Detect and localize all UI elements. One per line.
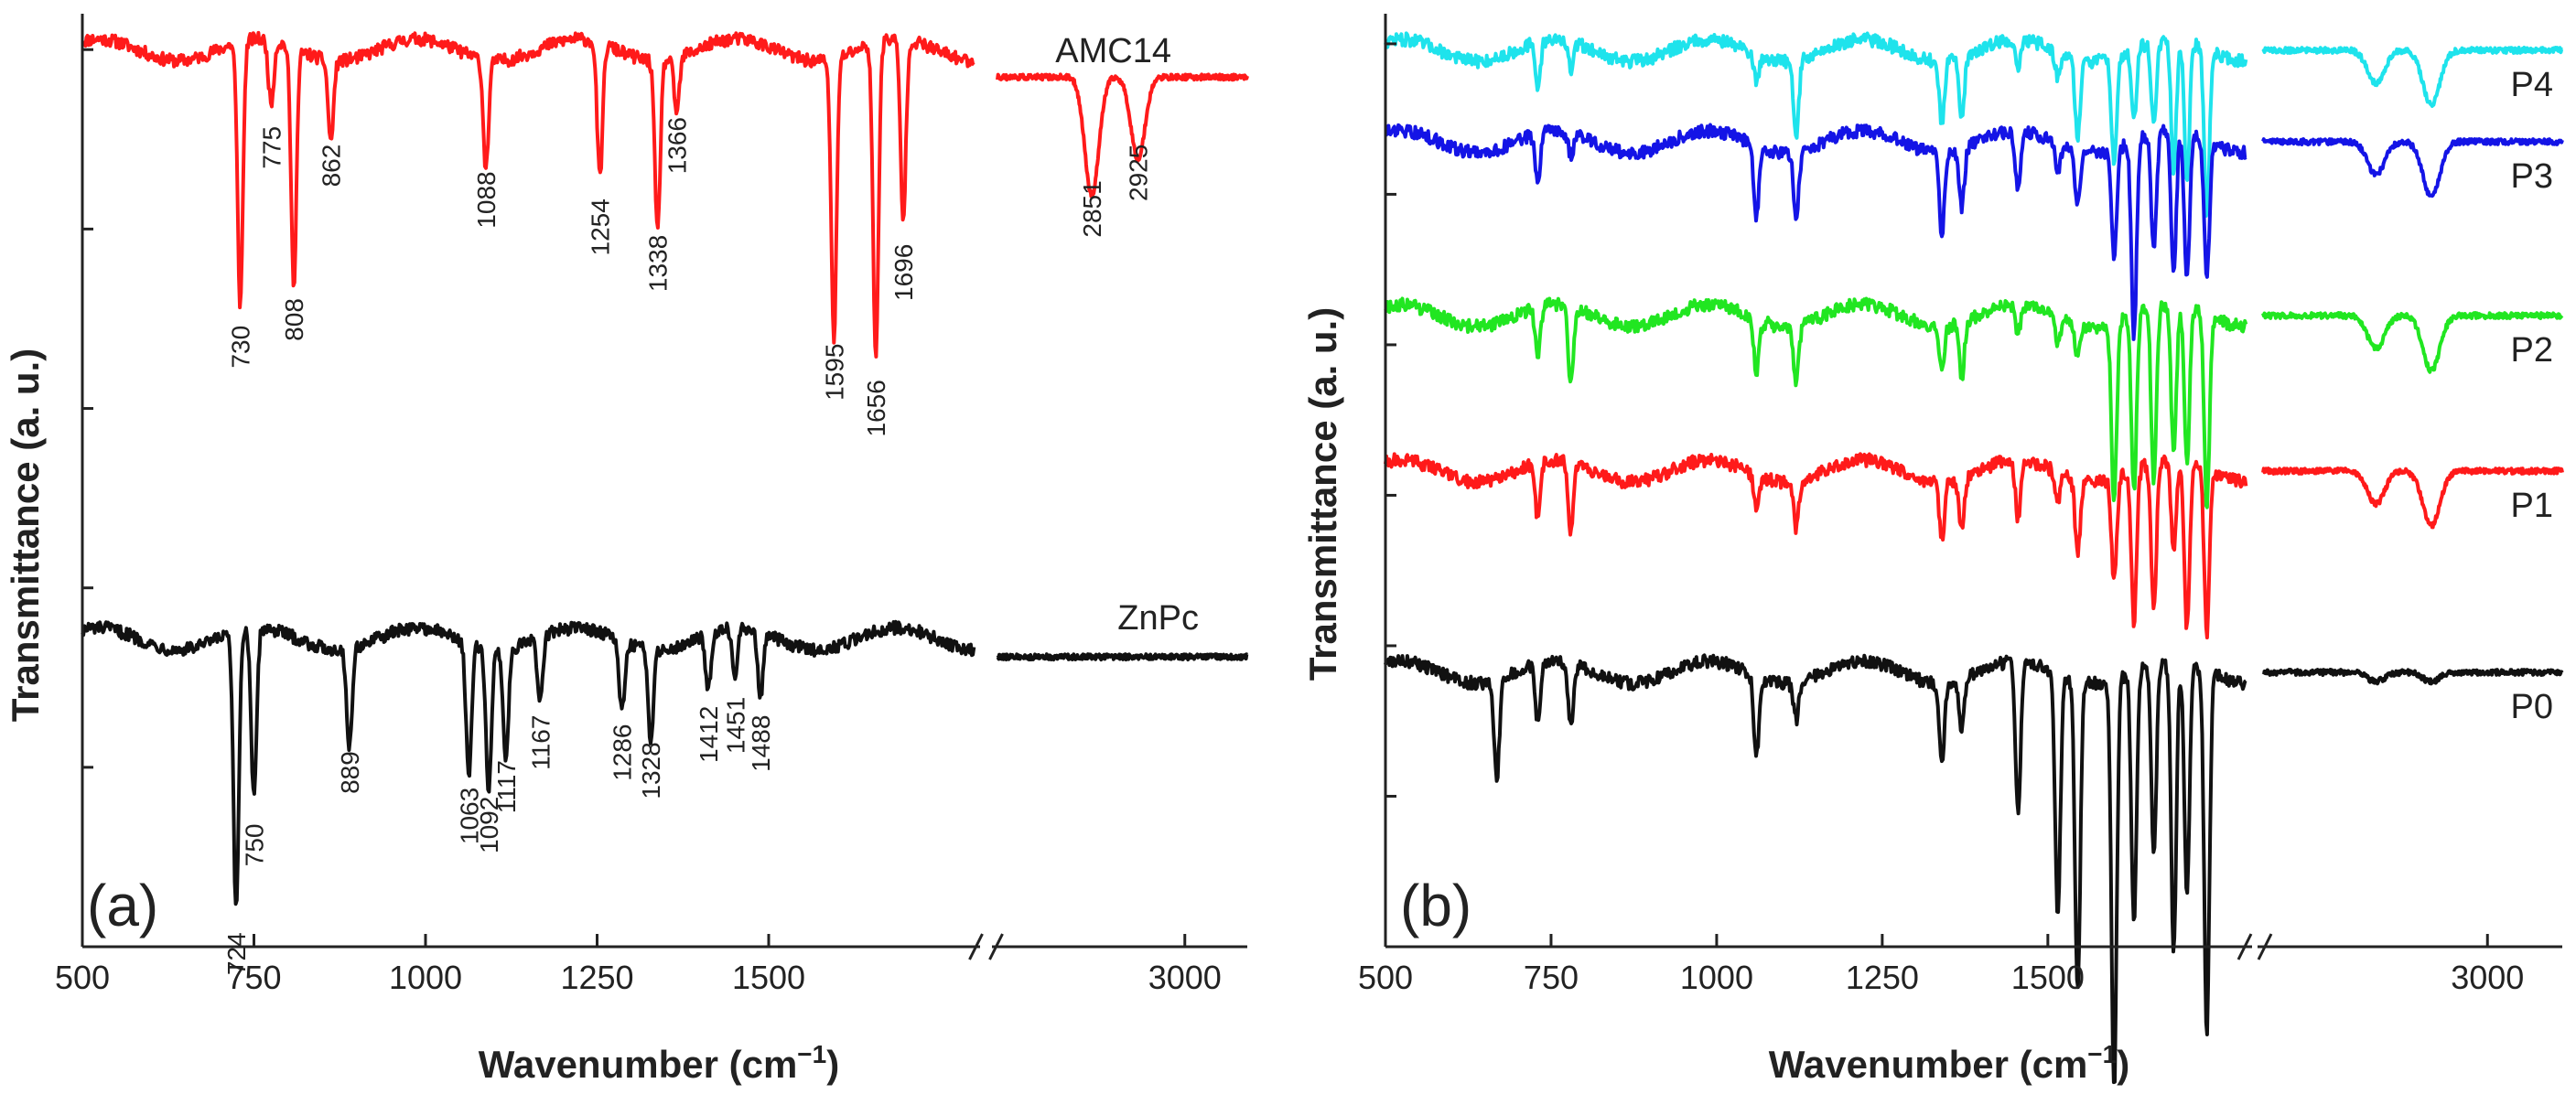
- peak-label: 724: [222, 932, 251, 975]
- panel-b-label: (b): [1400, 873, 1471, 938]
- series-label-p0: P0: [2511, 688, 2553, 726]
- peak-label: 1696: [889, 244, 918, 301]
- series-line-amc14-segment-2: [996, 72, 1249, 199]
- peak-label: 1117: [492, 760, 521, 813]
- axis-break-mark: [2257, 933, 2273, 960]
- series-label-p4: P4: [2511, 66, 2553, 104]
- x-tick-label: 1250: [560, 959, 633, 996]
- peak-label: 1412: [695, 706, 723, 763]
- peak-label: 889: [336, 751, 364, 794]
- panel-b-labels: P4 P3 P2 P1 P0: [2511, 66, 2553, 726]
- x-tick-label: 1500: [2011, 959, 2085, 996]
- series-label-amc14: AMC14: [1055, 32, 1171, 70]
- series-line-p4: [1384, 31, 2248, 218]
- panel-a-labels: 730 775 808 862 1088 1254 1338 1366 1595 1656 1696…: [222, 32, 1199, 975]
- peak-label: 1088: [472, 171, 501, 228]
- peak-label: 1063: [455, 788, 483, 844]
- x-tick-label: 3000: [1148, 959, 1222, 996]
- panel-a-label: (a): [87, 873, 158, 938]
- peak-label: 1338: [644, 235, 673, 292]
- series-line-p4-segment-2: [2261, 46, 2564, 108]
- peak-label: 730: [227, 326, 255, 369]
- peak-label: 862: [318, 145, 346, 188]
- peak-label: 1366: [663, 117, 692, 174]
- series-line-p2: [1384, 296, 2248, 509]
- peak-label: 1451: [721, 697, 749, 754]
- peak-label: 1328: [637, 742, 665, 799]
- series-line-znpc: [81, 619, 976, 906]
- panel-b: 500 750 1000 1250 1500 3000 P4 P3 P2 P1 P0 Transm…: [1301, 14, 2564, 1086]
- series-line-p0-segment-2: [2261, 668, 2564, 686]
- peak-label: 2925: [1125, 145, 1153, 201]
- peak-label: 1167: [526, 715, 555, 770]
- x-tick-label: 500: [1358, 959, 1413, 996]
- panel-a-axes: 500 750 1000 1250 1500 3000: [55, 14, 1247, 996]
- x-tick-label: 1500: [732, 959, 805, 996]
- panel-b-series: [1384, 31, 2564, 1085]
- peak-label: 1656: [862, 380, 890, 436]
- series-line-p1: [1384, 452, 2248, 639]
- series-line-p3: [1384, 123, 2247, 341]
- peak-label: 750: [241, 824, 269, 867]
- axis-break-mark: [2236, 933, 2253, 960]
- panel-b-x-axis-title: Wavenumber (cm−1): [1769, 1040, 2129, 1086]
- axis-break-mark: [988, 933, 1004, 960]
- series-line-p1-segment-2: [2261, 467, 2564, 530]
- panel-b-x-axis-title-main: Wavenumber (cm: [1769, 1043, 2088, 1086]
- peak-label: 2851: [1078, 180, 1106, 237]
- series-line-znpc-segment-2: [996, 652, 1249, 662]
- x-tick-label: 1000: [389, 959, 462, 996]
- peak-label: 1488: [747, 715, 775, 772]
- peak-label: 808: [280, 298, 308, 341]
- panel-b-x-axis-title-end: ): [2117, 1043, 2129, 1086]
- panel-a-series: [81, 30, 1249, 906]
- x-tick-label: 1000: [1680, 959, 1753, 996]
- panel-a: 500 750 1000 1250 1500 3000 730 775 808 862 1088 1…: [4, 14, 1249, 1086]
- series-label-znpc: ZnPc: [1117, 599, 1199, 638]
- panel-a-x-axis-title-sup: −1: [797, 1040, 826, 1068]
- panel-a-x-axis-title: Wavenumber (cm−1): [479, 1040, 839, 1086]
- peak-label: 1595: [820, 344, 848, 401]
- peak-label: 1286: [609, 724, 637, 781]
- peak-label: 1092: [475, 797, 503, 853]
- peak-label: 775: [257, 126, 286, 169]
- series-line-amc14: [81, 30, 975, 359]
- peak-label: 1254: [587, 198, 615, 255]
- panel-b-y-axis-title: Transmittance (a. u.): [1301, 307, 1344, 681]
- panel-b-x-axis-title-sup: −1: [2087, 1040, 2117, 1068]
- series-line-p2-segment-2: [2261, 311, 2564, 374]
- x-tick-label: 750: [226, 959, 281, 996]
- axis-break-mark: [968, 933, 984, 960]
- panel-a-y-axis-title: Transmittance (a. u.): [4, 349, 47, 722]
- panel-a-x-axis-title-main: Wavenumber (cm: [479, 1043, 798, 1086]
- panel-a-x-axis-title-end: ): [826, 1043, 839, 1086]
- series-label-p3: P3: [2511, 157, 2553, 196]
- panel-b-axes: 500 750 1000 1250 1500 3000: [1358, 14, 2562, 996]
- x-tick-label: 3000: [2451, 959, 2524, 996]
- x-tick-label: 750: [1524, 959, 1579, 996]
- x-tick-label: 1250: [1846, 959, 1919, 996]
- series-label-p2: P2: [2511, 331, 2553, 370]
- series-label-p1: P1: [2511, 487, 2553, 525]
- series-line-p0: [1384, 653, 2247, 1085]
- series-line-p3-segment-2: [2261, 137, 2564, 198]
- x-tick-label: 500: [55, 959, 110, 996]
